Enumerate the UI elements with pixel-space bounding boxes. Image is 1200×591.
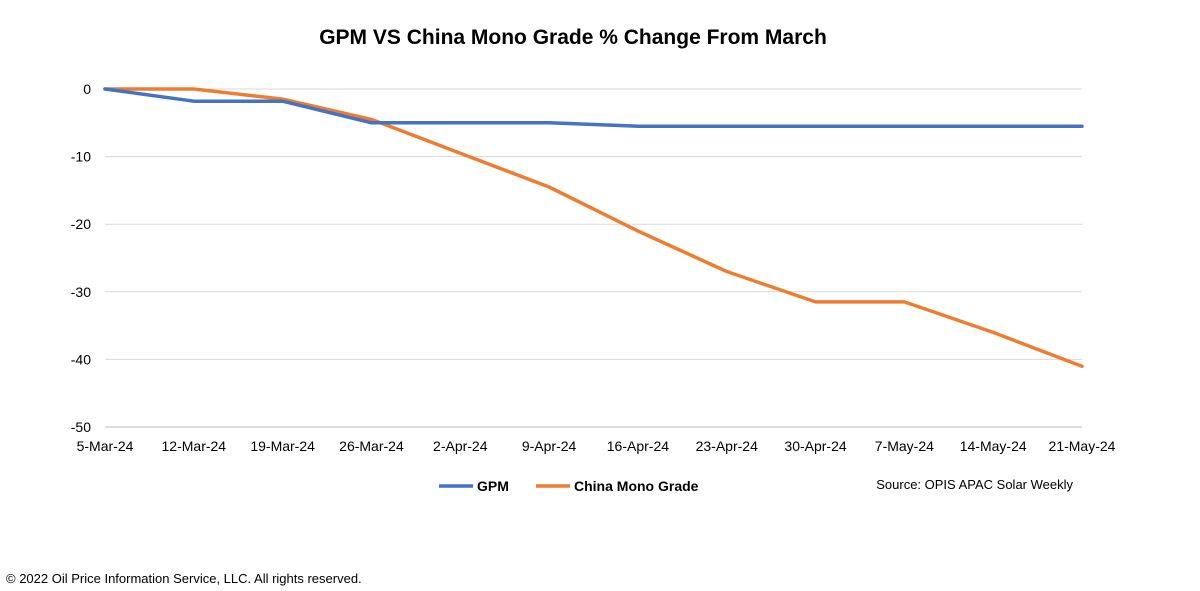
legend-label: GPM [477, 478, 509, 494]
x-tick-label: 12-Mar-24 [162, 438, 227, 454]
series-line-gpm [103, 87, 1084, 128]
plot-area [103, 87, 1084, 368]
x-tick-label: 16-Apr-24 [607, 438, 669, 454]
y-tick-label: -10 [71, 149, 91, 165]
x-tick-label: 30-Apr-24 [784, 438, 846, 454]
x-tick-label: 2-Apr-24 [433, 438, 488, 454]
legend: GPM China Mono Grade [439, 478, 699, 494]
copyright-notice: © 2022 Oil Price Information Service, LL… [6, 571, 362, 586]
y-tick-label: -50 [71, 419, 91, 435]
x-tick-label: 7-May-24 [875, 438, 934, 454]
y-tick-label: -40 [71, 351, 91, 367]
chart-title: GPM VS China Mono Grade % Change From Ma… [319, 26, 827, 49]
x-tick-label: 14-May-24 [960, 438, 1027, 454]
y-tick-label: -30 [71, 284, 91, 300]
source-note: Source: OPIS APAC Solar Weekly [876, 477, 1073, 492]
x-tick-label: 23-Apr-24 [696, 438, 758, 454]
x-axis: 5-Mar-24 12-Mar-24 19-Mar-24 26-Mar-24 2-Apr… [77, 438, 1116, 454]
legend-label: China Mono Grade [574, 478, 699, 494]
series-line-china-mono-grade [103, 87, 1084, 368]
x-tick-label: 21-May-24 [1049, 438, 1116, 454]
x-tick-label: 5-Mar-24 [77, 438, 134, 454]
x-tick-label: 19-Mar-24 [250, 438, 315, 454]
x-tick-label: 26-Mar-24 [339, 438, 404, 454]
y-axis: 0 -10 -20 -30 -40 -50 [71, 81, 91, 435]
y-tick-label: -20 [71, 216, 91, 232]
y-tick-label: 0 [83, 81, 91, 97]
gridlines [105, 88, 1082, 428]
x-tick-label: 9-Apr-24 [522, 438, 577, 454]
